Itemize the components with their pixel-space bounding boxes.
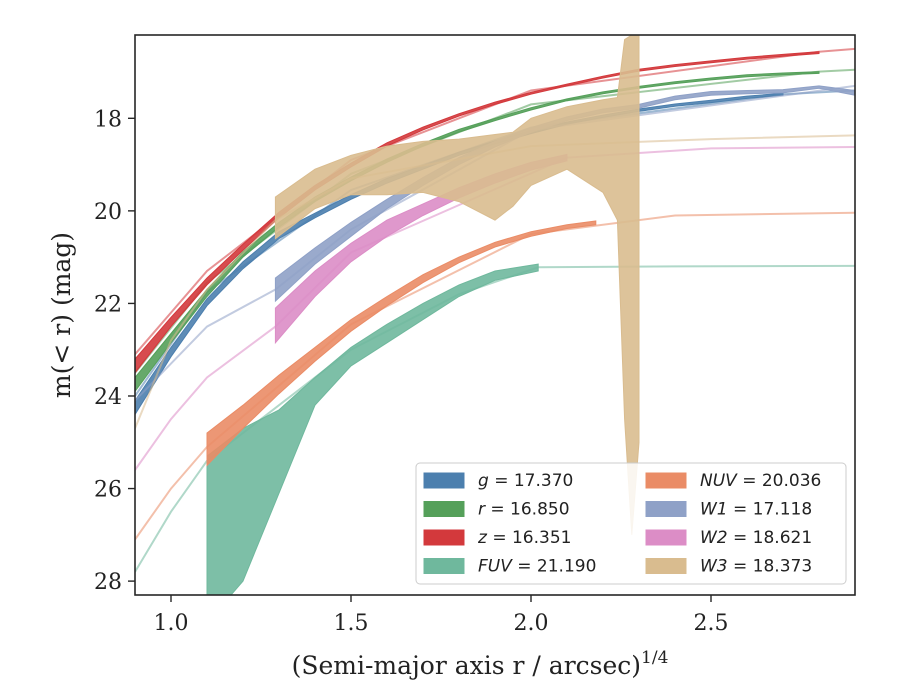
legend-swatch [645,501,687,517]
series-w3 [135,35,855,535]
legend-swatch [423,529,465,546]
x-tick-label: 1.0 [154,611,189,636]
legend-item-g: g = 17.370 [423,471,573,491]
legend-label: W1 = 17.118 [700,500,812,520]
axis-ticks: 1.0 1.5 2.0 2.5 18 20 22 24 26 28 [94,107,729,636]
y-tick-label: 28 [94,570,122,595]
y-tick-label: 24 [94,385,122,410]
series-nuv-band [206,220,597,467]
legend: g = 17.370 r = 16.850 z = 16.351 FUV = 21.1… [415,462,847,585]
series-fuv-band [206,263,539,595]
y-tick-label: 26 [94,478,122,503]
series-nuv [135,211,855,541]
legend-item-w1: W1 = 17.118 [645,500,812,520]
legend-label: FUV = 21.190 [478,557,596,577]
legend-swatch [423,501,465,517]
legend-item-z: z = 16.351 [423,528,571,548]
y-tick-label: 18 [94,107,122,132]
legend-swatch [645,558,687,574]
series-w3-band [274,35,640,535]
legend-swatch [645,472,687,489]
x-axis-label: (Semi-major axis r / arcsec)1/4 [292,648,669,680]
legend-item-nuv: NUV = 20.036 [645,471,821,491]
legend-label: W2 = 18.621 [700,528,812,548]
y-axis-label: m(< r) (mag) [47,232,76,398]
legend-label: r = 16.850 [478,500,570,520]
y-tick-label: 22 [94,292,122,317]
y-tick-label: 20 [94,200,122,225]
plot-area [135,35,855,595]
x-tick-label: 2.0 [514,611,549,636]
x-axis-label-exponent: 1/4 [641,648,668,668]
legend-swatch [423,558,465,574]
x-tick-label: 1.5 [334,611,369,636]
legend-item-fuv: FUV = 21.190 [423,557,596,577]
legend-label: W3 = 18.373 [700,557,812,577]
legend-item-w2: W2 = 18.621 [645,528,812,548]
legend-swatch [645,529,687,546]
series-z-model-line [135,47,855,355]
legend-item-w3: W3 = 18.373 [645,557,812,577]
legend-label: g = 17.370 [478,471,573,491]
x-tick-label: 2.5 [694,611,729,636]
plot-frame [134,34,856,596]
legend-label: NUV = 20.036 [700,471,821,491]
legend-label: z = 16.351 [477,528,571,548]
legend-box [415,462,847,585]
legend-item-r: r = 16.850 [423,500,570,520]
legend-swatch [423,472,465,489]
